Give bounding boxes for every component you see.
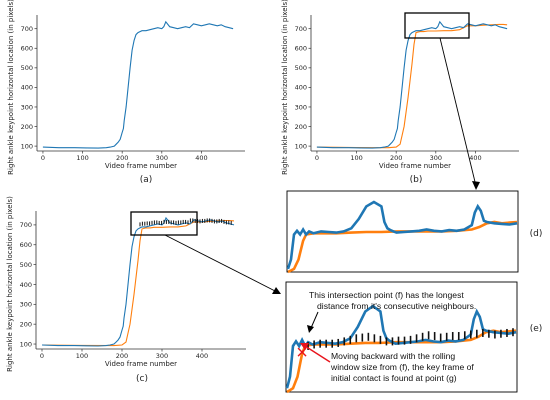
- zoom-box-c: [130, 211, 198, 236]
- y-tick-label: 600: [295, 45, 307, 53]
- annotation-intersection-line2: distance from it's consecutive neighbour…: [317, 301, 476, 311]
- zoom-panel-e-frame: [285, 281, 518, 393]
- panel-label-b: (b): [410, 175, 423, 185]
- x-tick-label: 400: [469, 154, 481, 162]
- panel-label-e: (e): [530, 324, 543, 334]
- panel-a-chart: 100 200 300 400 500 600 700 0 100 200 300 400 Video …: [7, 0, 245, 175]
- y-tick-label: 500: [21, 64, 33, 72]
- x-tick-label: 300: [156, 352, 168, 360]
- x-tick-label: 100: [76, 352, 88, 360]
- annotation-intersection-line1: This intersection point (f) has the long…: [309, 290, 464, 300]
- y-tick-label: 300: [295, 103, 307, 111]
- x-axis-label: Video frame number: [105, 360, 177, 368]
- y-axis-label: Right ankle keypoint horizontal location…: [6, 196, 14, 372]
- panel-b-chart: 100 200 300 400 500 600 700 0 100 200 300 400 Video …: [281, 0, 519, 175]
- x-tick-label: 400: [196, 352, 208, 360]
- annotation-backward-line2: window size from (f), the key frame of: [330, 362, 474, 372]
- y-axis-label: Right ankle keypoint horizontal location…: [281, 0, 289, 175]
- y-tick-label: 100: [21, 142, 33, 150]
- y-tick-label: 100: [295, 142, 307, 150]
- x-tick-label: 0: [40, 352, 44, 360]
- zoom-series-orange: [287, 220, 518, 274]
- series-line-orange: [41, 219, 235, 347]
- x-tick-label: 400: [195, 154, 207, 162]
- x-tick-label: 200: [116, 154, 128, 162]
- panel-label-d: (d): [530, 229, 543, 239]
- x-tick-label: 200: [116, 352, 128, 360]
- annotation-backward-line1: Moving backward with the rolling: [331, 351, 455, 361]
- x-tick-label: 200: [390, 154, 402, 162]
- zoom-series-blue: [286, 200, 518, 270]
- y-tick-label: 200: [20, 320, 32, 328]
- y-tick-label: 700: [20, 221, 32, 229]
- y-tick-label: 100: [20, 340, 32, 348]
- series-line-blue: [316, 20, 508, 149]
- arrow-to-key-frame: [304, 345, 331, 363]
- series-line-blue: [42, 20, 234, 149]
- y-tick-label: 400: [21, 84, 33, 92]
- arrow-to-intersection: [310, 311, 319, 329]
- annotation-backward-line3: initial contact is found at point (g): [331, 373, 457, 383]
- series-line-blue: [41, 216, 235, 347]
- panel-c-chart: 100 200 300 400 500 600 700 0 100 200 300 400 Video …: [6, 196, 246, 372]
- x-tick-label: 100: [350, 154, 362, 162]
- zoom-box-b: [404, 12, 470, 39]
- arrowhead-intersection: [307, 325, 314, 333]
- x-axis-label: Video frame number: [105, 162, 177, 170]
- connector-line-c-to-e: [164, 234, 278, 293]
- panel-label-a: (a): [140, 175, 153, 185]
- y-tick-label: 500: [295, 64, 307, 72]
- y-tick-label: 200: [295, 123, 307, 131]
- x-tick-label: 300: [430, 154, 442, 162]
- y-tick-label: 700: [295, 25, 307, 33]
- series-line-orange: [316, 23, 508, 149]
- y-tick-label: 300: [21, 103, 33, 111]
- x-tick-label: 100: [76, 154, 88, 162]
- arrowhead-key-frame: [300, 343, 309, 350]
- x-axis-label: Video frame number: [379, 162, 451, 170]
- zoom-panel-d-frame: [286, 190, 519, 273]
- y-tick-label: 400: [295, 84, 307, 92]
- y-axis-label: Right ankle keypoint horizontal location…: [7, 0, 15, 175]
- y-tick-label: 200: [21, 123, 33, 131]
- y-tick-label: 400: [20, 281, 32, 289]
- connector-arrowhead-d: [472, 181, 480, 190]
- y-tick-label: 600: [20, 241, 32, 249]
- connector-arrowhead-e: [272, 287, 281, 294]
- y-tick-label: 500: [20, 261, 32, 269]
- y-tick-label: 600: [21, 45, 33, 53]
- x-tick-label: 0: [41, 154, 45, 162]
- x-tick-label: 300: [156, 154, 168, 162]
- x-tick-label: 0: [315, 154, 319, 162]
- panel-label-c: (c): [136, 374, 148, 384]
- y-tick-label: 300: [20, 301, 32, 309]
- y-tick-label: 700: [21, 25, 33, 33]
- panel-d-zoom: [286, 200, 518, 274]
- connector-line-b-to-d: [439, 37, 477, 187]
